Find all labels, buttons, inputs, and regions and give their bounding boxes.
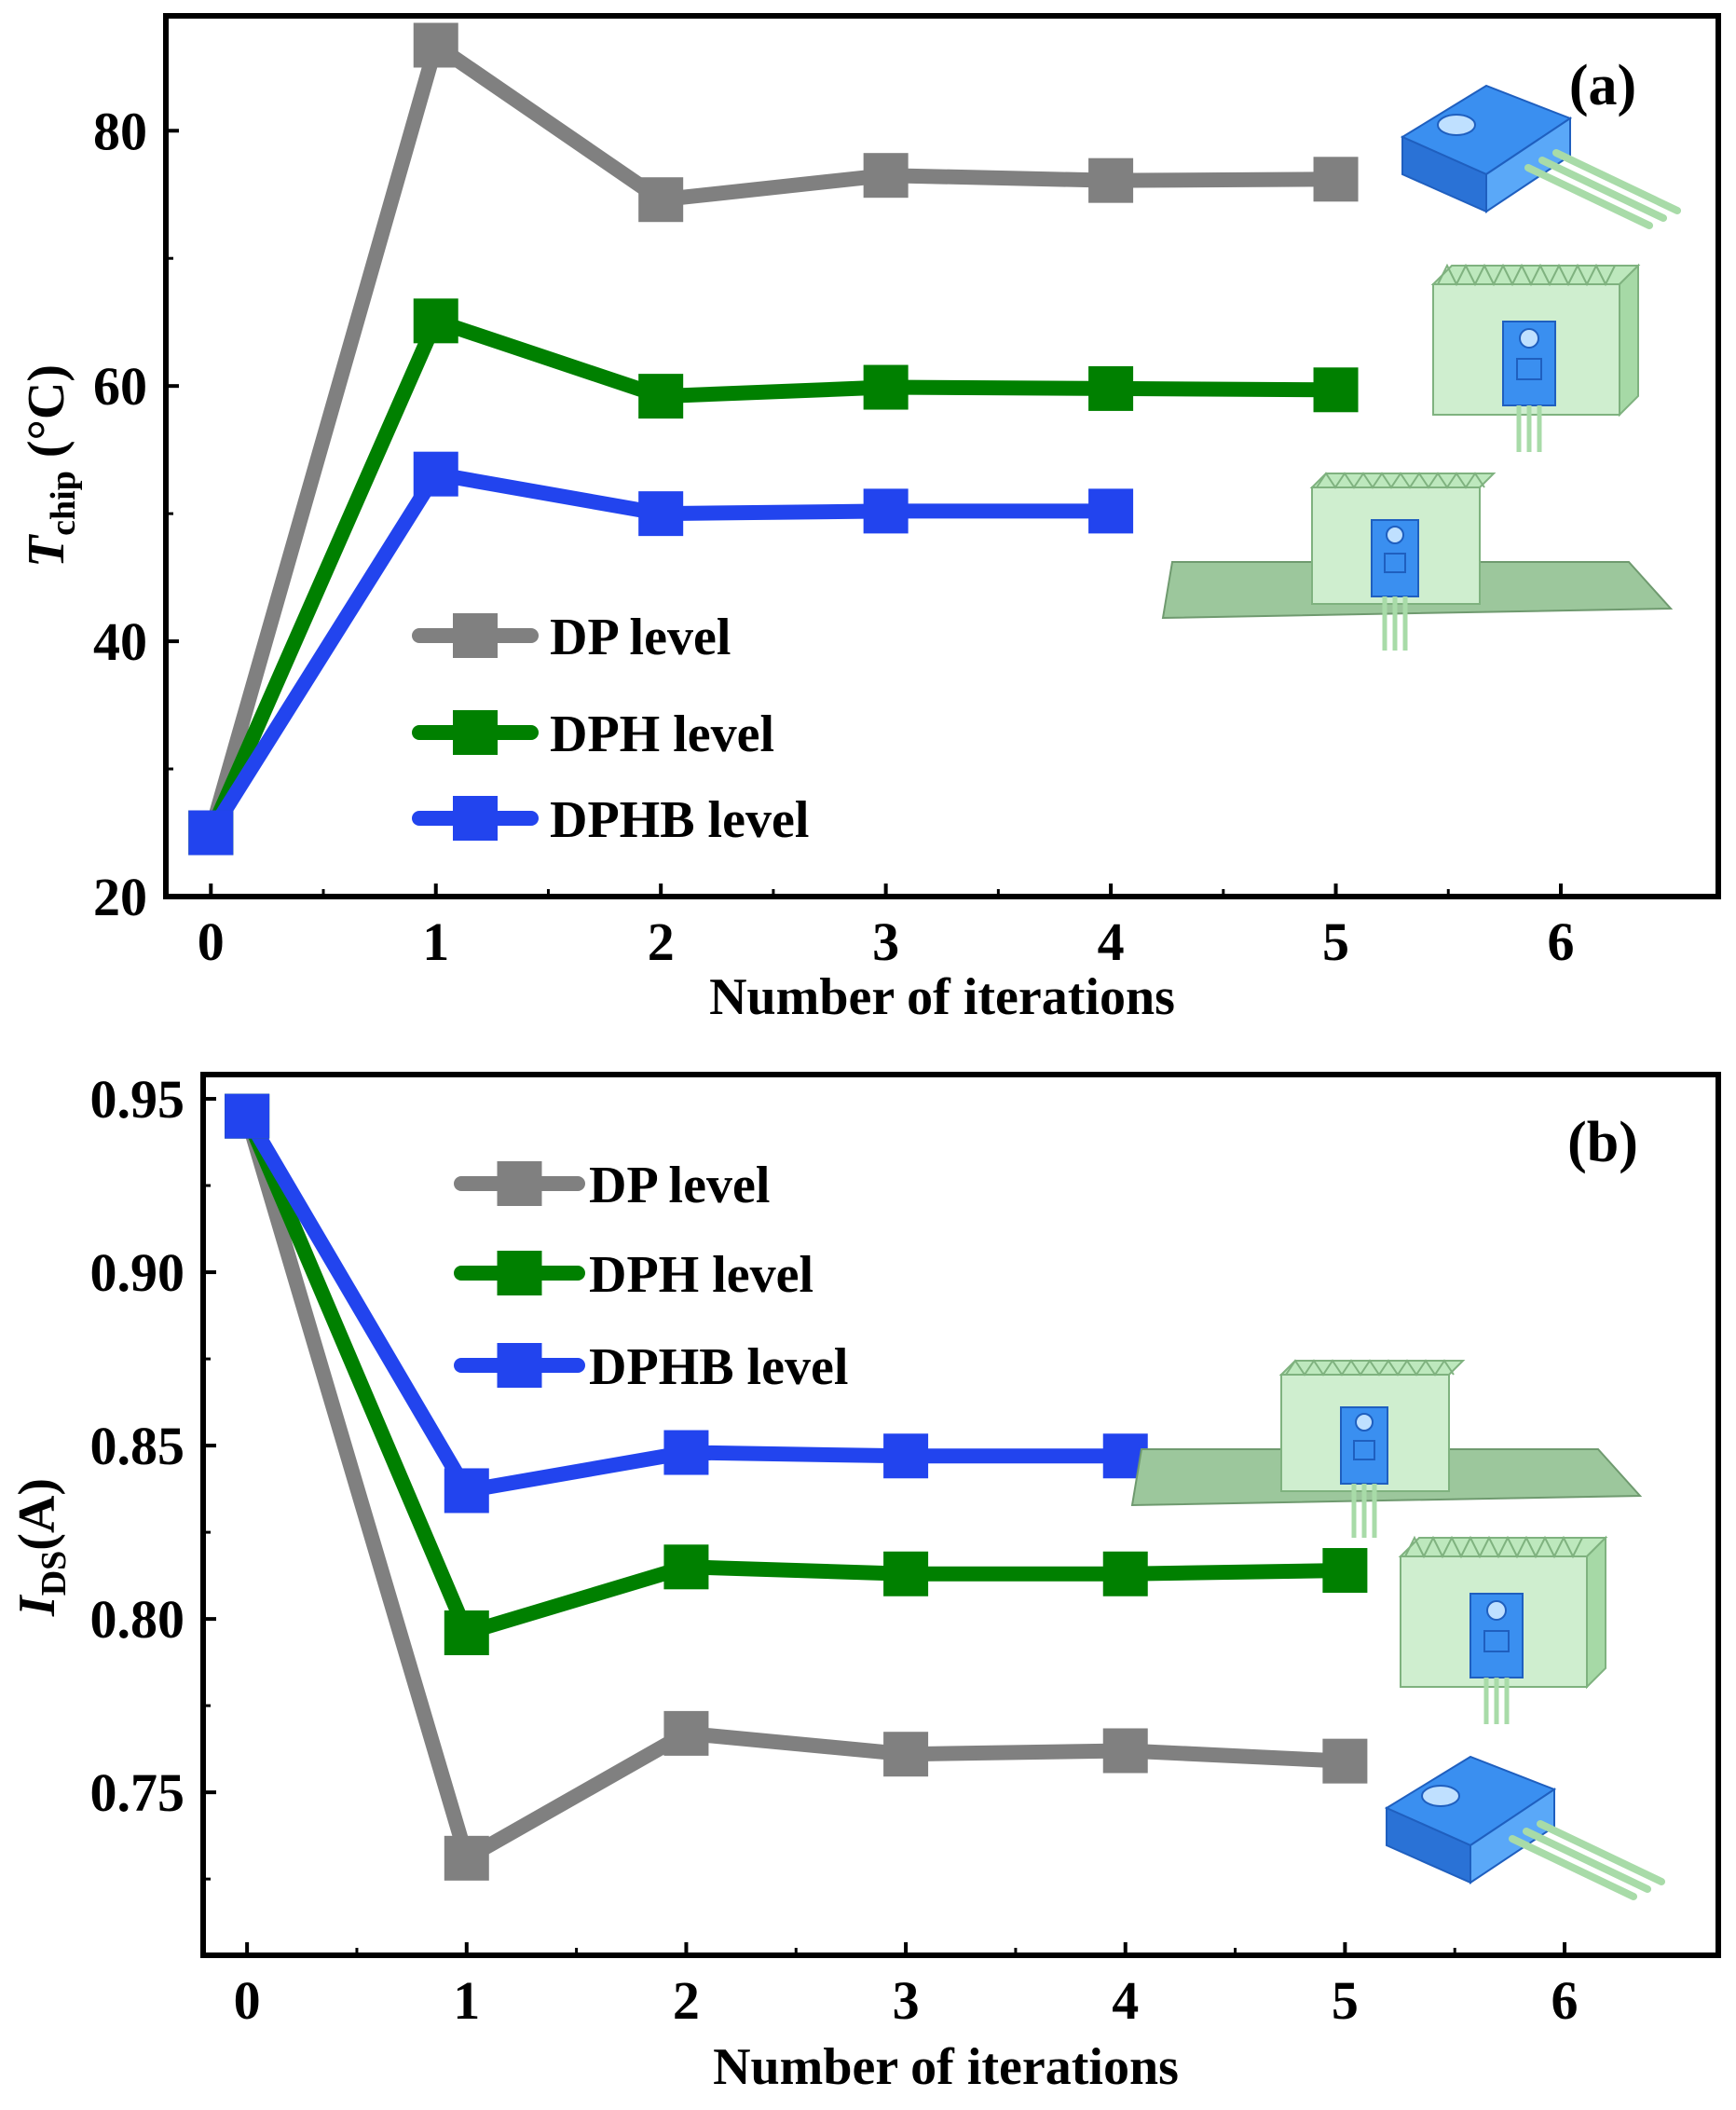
data-point: [1313, 367, 1359, 413]
x-axis-title-b: Number of iterations: [713, 2038, 1179, 2096]
ticks-a: 0 1 2 3 4 5 6 20 40 60 80: [93, 101, 1574, 972]
x-tick-label: 4: [1112, 1970, 1139, 2031]
y-tick-label: 0.95: [90, 1069, 185, 1130]
data-point: [883, 1433, 929, 1479]
x-tick-label: 2: [648, 911, 675, 972]
device-heatsink-illustration: [1433, 266, 1638, 452]
x-tick-label: 4: [1098, 911, 1125, 972]
x-tick-label: 2: [673, 1970, 700, 2031]
x-tick-label: 1: [453, 1970, 480, 2031]
data-point: [1322, 1548, 1368, 1594]
device-heatsink-board-illustration: [1163, 473, 1671, 651]
data-point: [1088, 158, 1134, 203]
data-point: [863, 364, 909, 410]
legend-marker: [497, 1161, 542, 1206]
series-line: [239, 1108, 1353, 1866]
y-tick-label: 40: [93, 611, 147, 672]
data-point: [883, 1551, 929, 1596]
data-point: [1102, 1551, 1148, 1596]
legend-marker: [453, 796, 498, 841]
y-axis-title-a: Tchip (°C): [18, 364, 83, 568]
plot-frame-b: [200, 1072, 1721, 1958]
legend-label: DP level: [550, 609, 731, 666]
data-point: [663, 1430, 709, 1475]
data-point: [225, 1093, 270, 1139]
data-point: [188, 810, 234, 856]
y-tick-label: 0.85: [90, 1416, 185, 1476]
data-point: [413, 298, 458, 344]
data-point: [1313, 157, 1359, 202]
x-axis-title-a: Number of iterations: [709, 968, 1175, 1026]
data-point: [1088, 365, 1134, 411]
panel-label-b: (b): [1567, 1111, 1638, 1174]
legend-b: DP level DPH level DPHB level: [454, 1157, 848, 1396]
data-point: [863, 488, 909, 534]
x-tick-label: 0: [234, 1970, 261, 2031]
data-point: [663, 1544, 709, 1590]
legend-marker: [497, 1251, 542, 1295]
y-tick-label: 0.75: [90, 1762, 185, 1823]
y-tick-label: 0.80: [90, 1589, 185, 1650]
data-point: [1322, 1738, 1368, 1784]
data-point: [1088, 488, 1134, 534]
x-tick-label: 3: [893, 1970, 920, 2031]
legend-label: DP level: [589, 1157, 770, 1214]
legend-label: DPHB level: [589, 1338, 848, 1396]
series-line: [203, 313, 1344, 841]
data-point: [413, 451, 458, 497]
x-tick-label: 1: [422, 911, 449, 972]
panel-label-a: (a): [1569, 54, 1636, 117]
data-point: [638, 374, 684, 419]
legend-marker: [497, 1343, 542, 1388]
series-line: [239, 1108, 1353, 1640]
x-tick-label: 6: [1547, 911, 1574, 972]
data-point: [444, 1610, 489, 1655]
data-point: [1102, 1728, 1148, 1774]
data-point: [883, 1732, 929, 1777]
series-markers-a: [188, 22, 1359, 856]
legend-label: DPH level: [589, 1246, 813, 1304]
legend-marker: [453, 710, 498, 755]
data-point: [638, 177, 684, 223]
data-point: [663, 1710, 709, 1756]
legend-marker: [453, 613, 498, 658]
x-tick-label: 5: [1332, 1970, 1359, 2031]
data-point: [863, 153, 909, 199]
legend-a: DP level DPH level DPHB level: [412, 609, 809, 849]
device-heatsink-board-illustration: [1132, 1361, 1640, 1538]
device-heatsink-illustration: [1401, 1538, 1606, 1724]
y-tick-label: 20: [93, 867, 147, 927]
y-tick-label: 80: [93, 101, 147, 161]
x-tick-label: 6: [1551, 1970, 1579, 2031]
legend-label: DPH level: [550, 706, 774, 763]
data-point: [444, 1468, 489, 1514]
panel-a: (a) 0 1 2 3 4 5 6 20 40 60 80 DP level DPH level DPH…: [18, 13, 1721, 1026]
x-tick-label: 5: [1322, 911, 1349, 972]
y-axis-title-b: IDS(A): [8, 1478, 74, 1617]
y-tick-label: 0.90: [90, 1242, 185, 1303]
panel-b: (b) 0 1 2 3 4 5 6 0.75 0.80 0.85 0.90 0.95 DP level…: [8, 1069, 1721, 2096]
legend-label: DPHB level: [550, 791, 809, 849]
series-markers-b: [225, 1093, 1368, 1881]
data-point: [638, 491, 684, 537]
series-line: [203, 37, 1344, 841]
x-tick-label: 3: [872, 911, 899, 972]
data-point: [444, 1835, 489, 1881]
plot-frame-a: [163, 13, 1721, 899]
ticks-b: 0 1 2 3 4 5 6 0.75 0.80 0.85 0.90 0.95: [90, 1069, 1579, 2031]
device-package-illustration: [1387, 1757, 1661, 1897]
x-tick-label: 0: [198, 911, 225, 972]
y-tick-label: 60: [93, 356, 147, 417]
data-point: [413, 22, 458, 68]
